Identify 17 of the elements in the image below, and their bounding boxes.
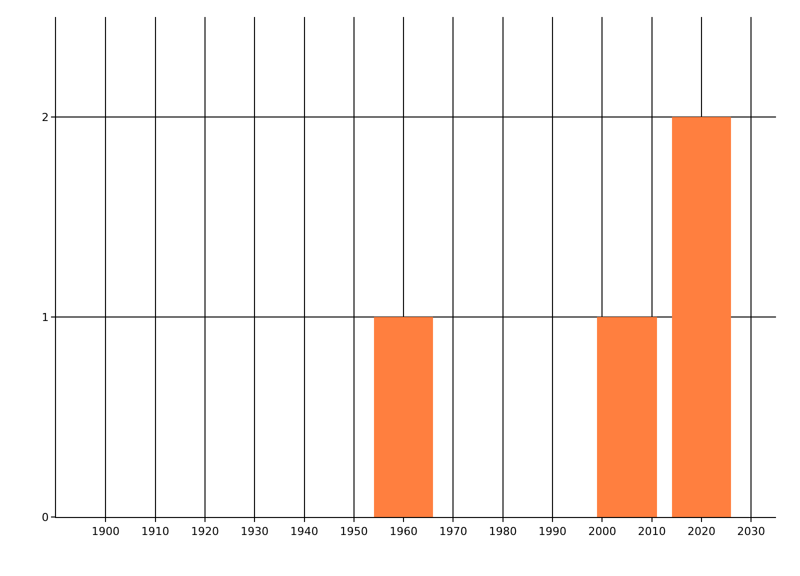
x-tick-label: 1920	[190, 525, 219, 538]
y-tick-label: 0	[42, 510, 49, 524]
x-tick-label: 1900	[92, 525, 120, 538]
x-tick-label: 1930	[240, 525, 269, 538]
x-tick-label: 1950	[340, 525, 368, 538]
x-tick-label: 2020	[688, 525, 716, 538]
x-tick-label: 2030	[737, 525, 766, 538]
y-tick-label: 2	[42, 110, 49, 124]
x-tick-label: 1940	[290, 525, 318, 538]
x-tick-label: 1970	[439, 525, 468, 538]
x-tick-label: 1910	[141, 525, 170, 538]
x-tick-label: 1960	[390, 525, 418, 538]
x-tick-label: 2010	[638, 525, 666, 538]
x-tick-label: 1980	[488, 525, 517, 538]
x-tick-label: 1990	[538, 525, 567, 538]
x-tick-label: 2000	[588, 525, 616, 538]
y-tick-label: 1	[42, 310, 49, 324]
